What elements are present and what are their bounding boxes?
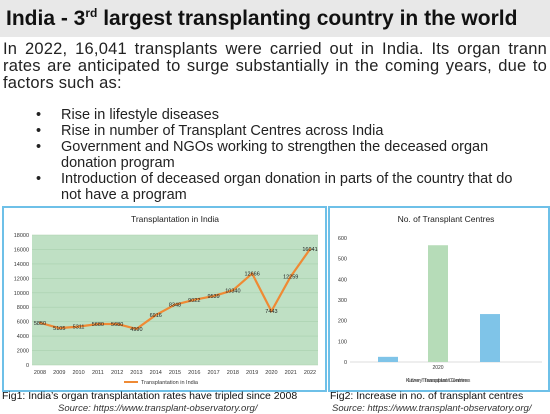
title-bar: [0, 0, 550, 37]
list-item: • Rise in number of Transplant Centres ac…: [36, 123, 384, 139]
x-tick-label: 2018: [227, 370, 239, 376]
x-tick-label: 2010: [72, 370, 84, 376]
x-tick-label: 2021: [285, 370, 297, 376]
transplantation-chart-panel: Transplantation in India 0 2000 4000 6000 800…: [2, 206, 327, 392]
data-label: 8348: [169, 303, 181, 309]
data-point: [58, 327, 61, 330]
x-tick-label: 2017: [207, 370, 219, 376]
bullet-icon: •: [36, 139, 42, 155]
bullet-icon: •: [36, 107, 42, 123]
data-label: 16041: [302, 247, 317, 253]
intro-paragraph: In 2022, 16,041 transplants were carried…: [3, 40, 547, 92]
transplant-centres-chart-panel: No. of Transplant Centres 0 100 200 300 400 50…: [328, 206, 550, 392]
data-point: [193, 298, 196, 301]
data-label: 5311: [73, 325, 85, 331]
data-label: 5680: [111, 322, 123, 328]
data-point: [270, 310, 273, 313]
x-tick-label: 2020: [265, 370, 277, 376]
x-tick-label: 2019: [246, 370, 258, 376]
x-tick-label: 2014: [150, 370, 162, 376]
y-tick-label: 0: [344, 360, 347, 366]
data-point: [96, 322, 99, 325]
x-tick-label: 2011: [92, 370, 104, 376]
y-tick-label: 2000: [17, 349, 29, 355]
transplantation-line-chart: Transplantation in India 0 2000 4000 6000 800…: [14, 214, 318, 386]
y-tick-label: 8000: [17, 305, 29, 311]
page-title: India - 3rd largest transplanting countr…: [6, 6, 518, 30]
fig1-source: Source: https://www.transplant-observato…: [58, 403, 258, 414]
data-label: 6916: [150, 313, 162, 319]
data-point: [174, 303, 176, 306]
y-tick-label: 10000: [14, 291, 29, 297]
chart-title: No. of Transplant Centres: [398, 214, 495, 224]
data-point: [289, 275, 292, 278]
data-label: 9539: [207, 294, 219, 300]
data-point: [154, 314, 157, 317]
data-label: 10340: [225, 288, 240, 294]
x-tick-label: 2013: [130, 370, 142, 376]
data-label: 12666: [244, 272, 259, 278]
data-point: [135, 327, 138, 330]
x-tick-label: 2020: [432, 365, 443, 371]
y-tick-label: 200: [338, 319, 347, 325]
data-point: [231, 289, 234, 292]
data-label: 5105: [53, 326, 65, 332]
y-tick-label: 0: [26, 363, 29, 369]
factor-list: • Rise in lifestyle diseases • Rise in num…: [36, 107, 536, 203]
y-tick-label: 600: [338, 236, 347, 242]
x-tick-label: 2022: [304, 370, 316, 376]
x-tick-label: 2015: [169, 370, 181, 376]
data-label: 7443: [265, 309, 277, 315]
y-tick-label: 400: [338, 277, 347, 283]
x-tick-label: 2008: [34, 370, 46, 376]
fig2-caption: Fig2: Increase in no. of transplant cent…: [330, 390, 524, 402]
y-tick-label: 16000: [14, 247, 29, 253]
x-tick-label: 2012: [111, 370, 123, 376]
data-label: 5850: [34, 321, 46, 327]
legend-label: Transplantation in India: [141, 380, 199, 386]
y-tick-label: 300: [338, 298, 347, 304]
data-point: [251, 272, 254, 275]
data-point: [116, 322, 119, 325]
plot-area: [32, 235, 318, 365]
legend-label-overlap: Kidney Transplant Centres: [406, 378, 471, 384]
data-label: 5680: [92, 322, 104, 328]
list-item: • Introduction of deceased organ donation…: [36, 171, 513, 203]
x-tick-label: 2016: [188, 370, 200, 376]
y-tick-label: 14000: [14, 262, 29, 268]
chart-title: Transplantation in India: [131, 214, 219, 224]
y-tick-label: 6000: [17, 320, 29, 326]
bar-kidney-centres: [480, 314, 500, 362]
legend-label: Liver Transplant Centres: [408, 378, 468, 384]
data-point: [77, 325, 80, 328]
data-label: 9022: [188, 298, 200, 304]
data-label: 4990: [130, 327, 142, 333]
y-tick-label: 4000: [17, 334, 29, 340]
bullet-icon: •: [36, 171, 42, 187]
data-point: [309, 248, 311, 251]
transplant-centres-bar-chart: No. of Transplant Centres 0 100 200 300 400 50…: [338, 214, 542, 384]
x-tick-label: 2009: [53, 370, 65, 376]
y-tick-label: 18000: [14, 233, 29, 239]
data-point: [212, 295, 215, 298]
bullet-icon: •: [36, 123, 42, 139]
y-tick-label: 500: [338, 257, 347, 263]
list-item: • Government and NGOs working to strength…: [36, 139, 489, 171]
fig2-source: Source: https://www.transplant-observato…: [332, 403, 532, 414]
data-label: 12259: [283, 274, 298, 280]
bar-2020-centres: [428, 245, 448, 362]
y-tick-label: 12000: [14, 276, 29, 282]
list-item: • Rise in lifestyle diseases: [36, 107, 219, 123]
data-point: [39, 321, 41, 324]
fig1-caption: Fig1: India’s organ transplantation rate…: [2, 390, 298, 402]
bar-liver-centres: [378, 356, 398, 362]
y-tick-label: 100: [338, 339, 347, 345]
